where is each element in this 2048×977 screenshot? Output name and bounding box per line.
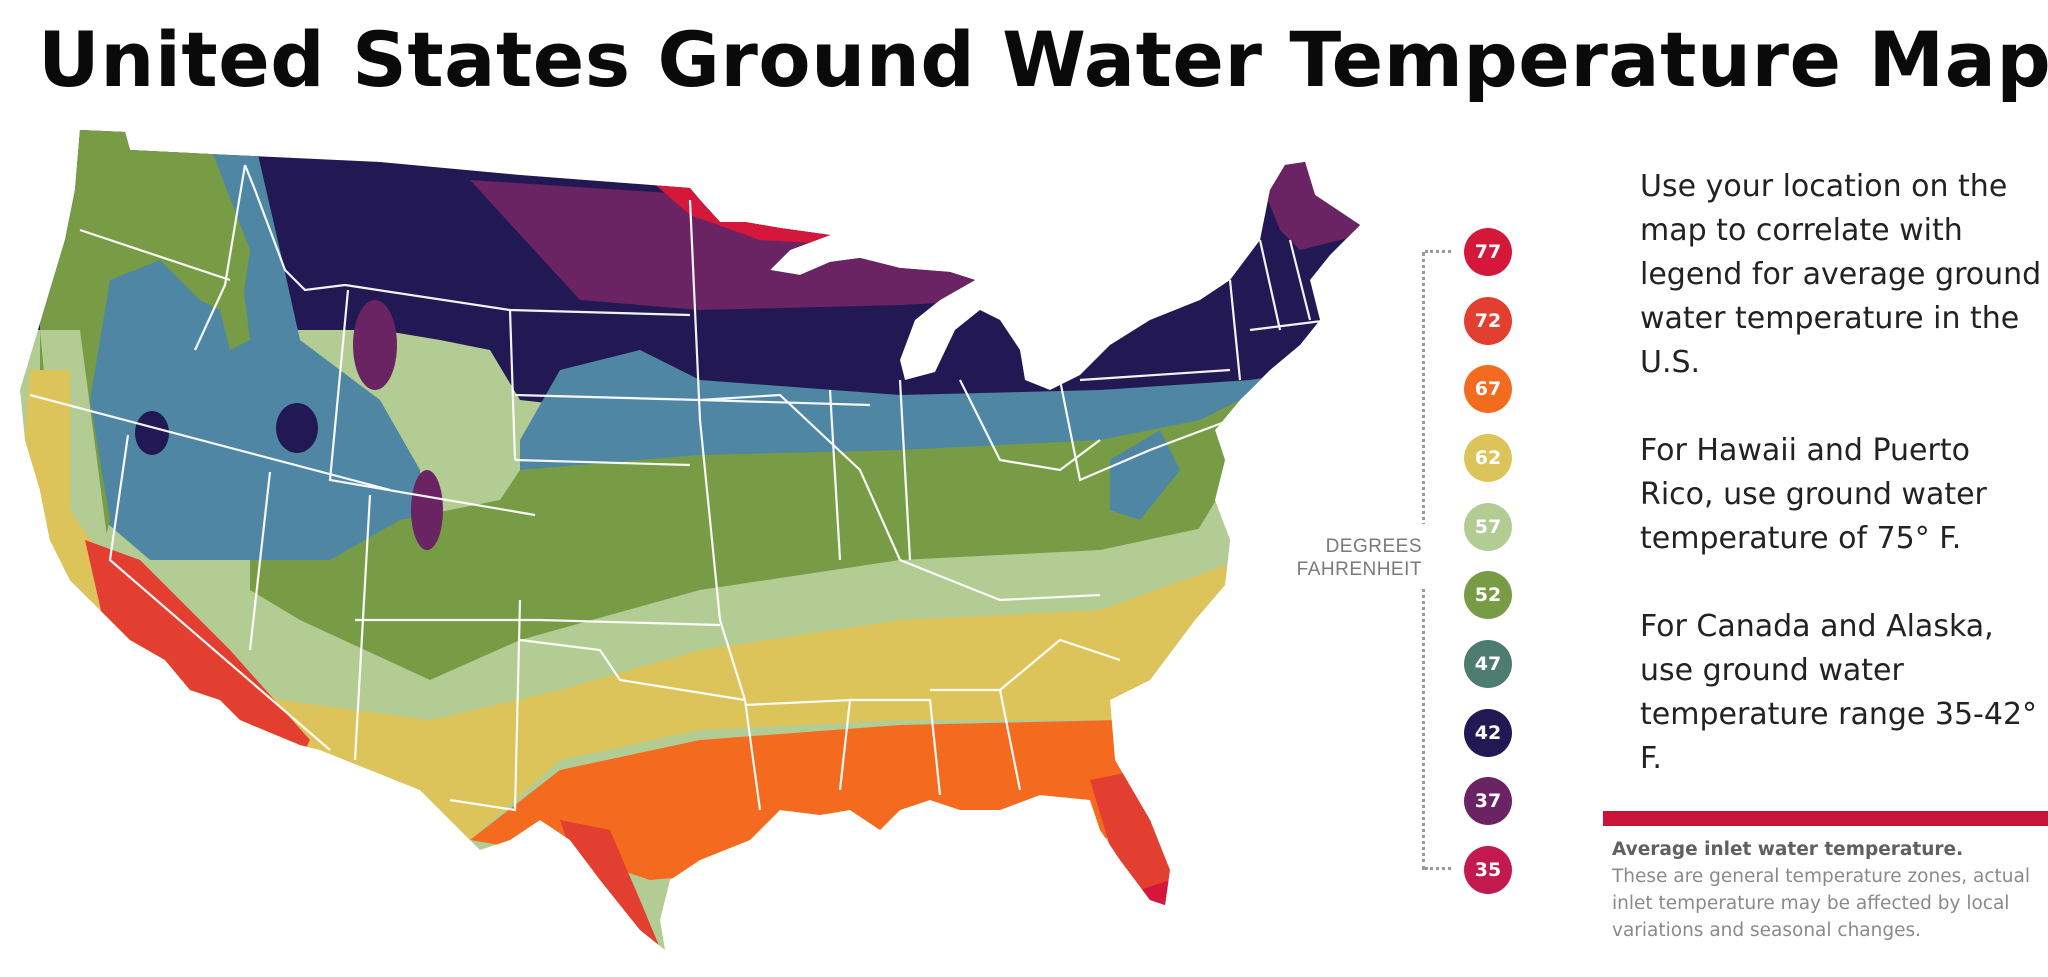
note-canada-alaska: For Canada and Alaska, use ground water … [1640, 609, 2038, 776]
legend-bracket [1419, 250, 1455, 870]
note-hawaii-puerto-rico: For Hawaii and Puerto Rico, use ground w… [1640, 433, 1987, 556]
legend-label-line1: DEGREES [1325, 536, 1422, 557]
legend-chip-35: 35 [1464, 846, 1512, 894]
legend-chip-52: 52 [1464, 571, 1512, 619]
caption-body: These are general temperature zones, act… [1612, 866, 2030, 941]
legend-chip-72: 72 [1464, 297, 1512, 345]
caption-heading: Average inlet water temperature. [1612, 839, 1964, 860]
legend-chip-77: 77 [1464, 228, 1512, 276]
us-ground-water-temperature-map [20, 130, 1360, 950]
accent-divider [1603, 811, 2048, 826]
instructions-panel: Use your location on the map to correlat… [1640, 165, 2048, 825]
legend-label-line2: FAHRENHEIT [1296, 559, 1422, 580]
legend-units-label: DEGREES FAHRENHEIT [1270, 535, 1422, 581]
note-us: Use your location on the map to correlat… [1640, 169, 2042, 380]
legend-chip-67: 67 [1464, 365, 1512, 413]
page-title: United States Ground Water Temperature M… [38, 15, 2048, 104]
legend-chip-62: 62 [1464, 434, 1512, 482]
legend-chip-47: 47 [1464, 640, 1512, 688]
legend-chip-37: 37 [1464, 777, 1512, 825]
caption: Average inlet water temperature. These a… [1612, 836, 2048, 944]
legend-chip-42: 42 [1464, 709, 1512, 757]
legend-chip-57: 57 [1464, 503, 1512, 551]
